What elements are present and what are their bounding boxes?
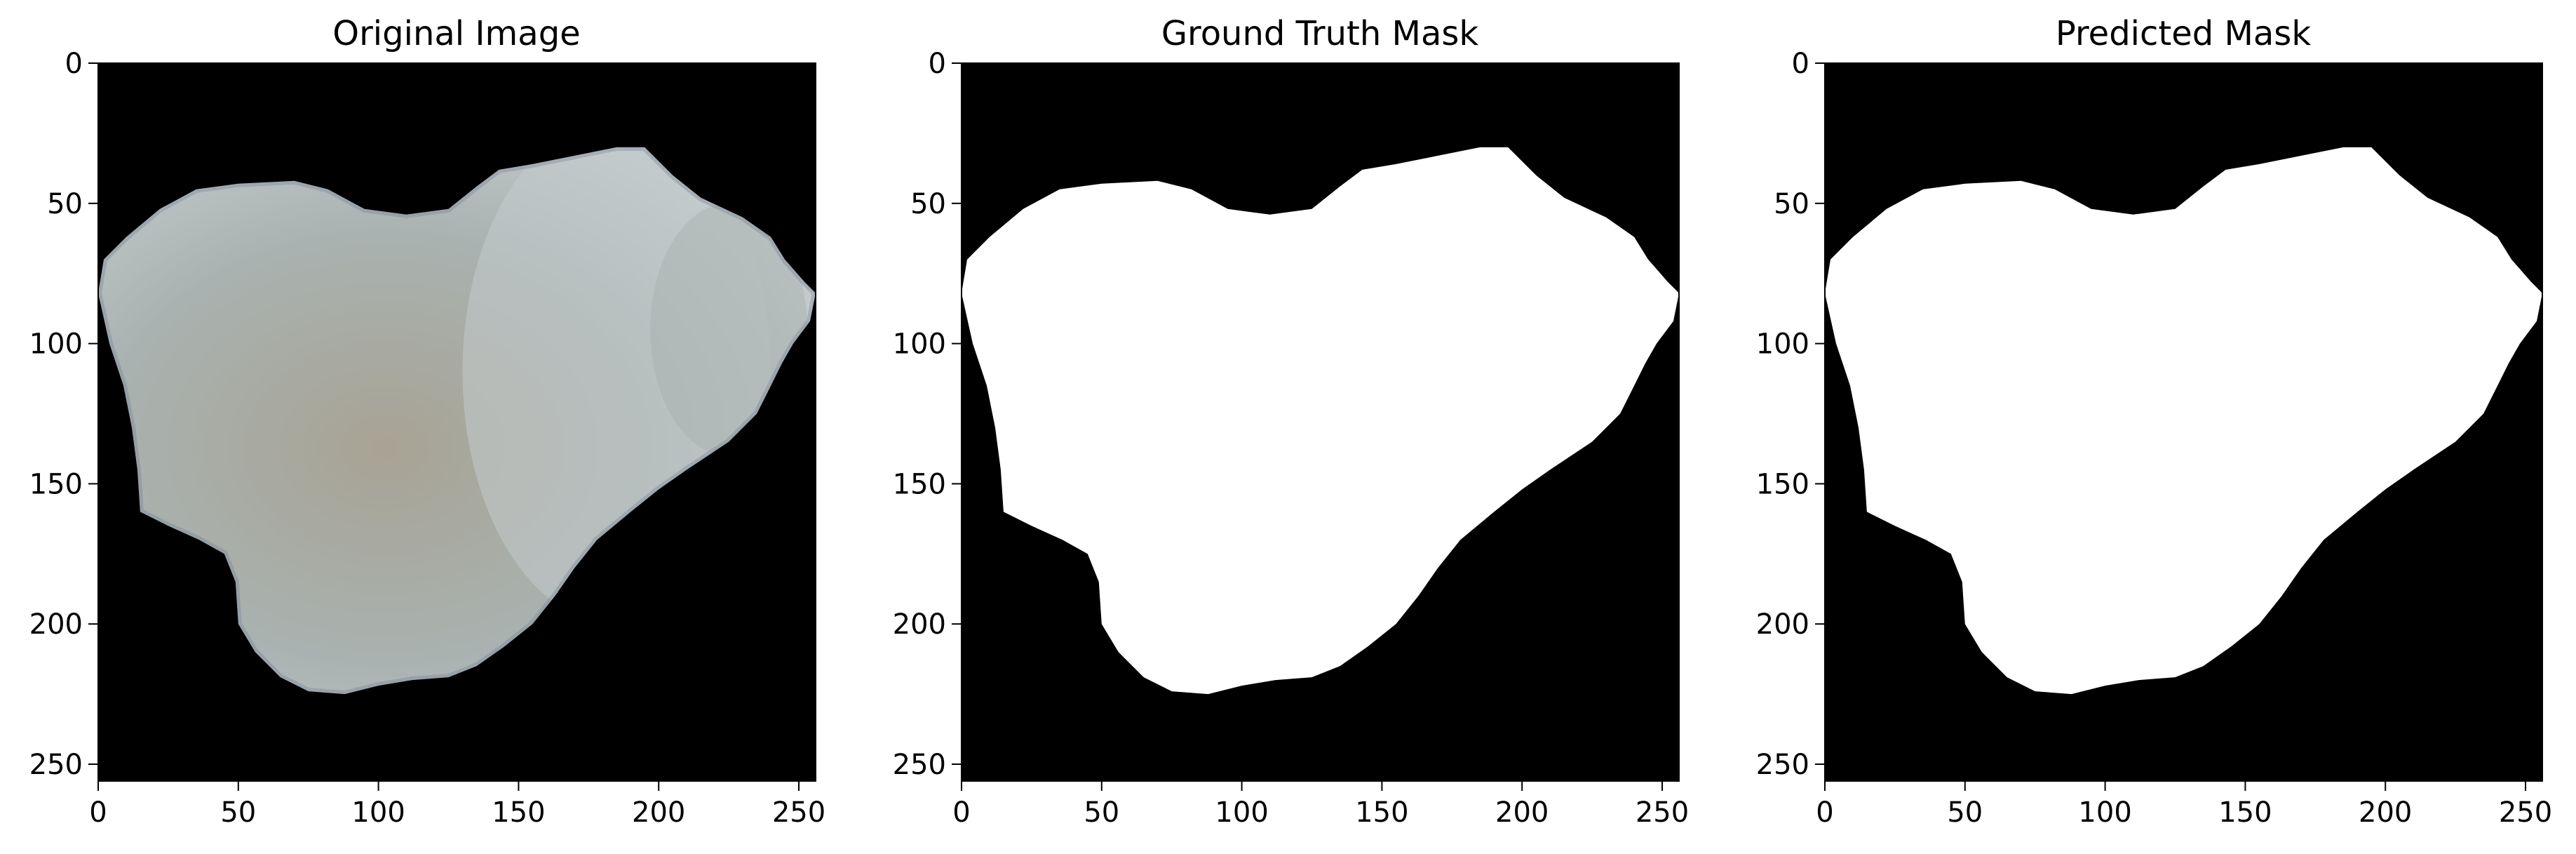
x-tick-label: 150: [492, 796, 545, 829]
x-tick-label: 250: [2499, 796, 2552, 829]
x-tick-label: 100: [1215, 796, 1268, 829]
y-tick-label: 50: [47, 188, 83, 220]
y-tick-label: 100: [29, 328, 83, 361]
y-tick-label: 250: [893, 749, 946, 781]
x-tick-label: 200: [1495, 796, 1549, 829]
x-tick-label: 250: [1636, 796, 1689, 829]
y-tick-label: 100: [1756, 328, 1809, 361]
axes-original: 0 0 50 50 100 100 150 150 200 200 250 250: [29, 48, 826, 829]
y-tick-label: 50: [910, 188, 946, 220]
x-tick-label: 250: [772, 796, 825, 829]
y-tick-label: 250: [29, 749, 83, 781]
axes-predicted: 0 0 50 50 100 100 150 150 200 200 250 250: [1756, 48, 2553, 829]
y-tick-label: 250: [1756, 749, 1809, 781]
y-tick-label: 0: [929, 48, 946, 80]
ground-truth-mask-region: [962, 147, 1679, 695]
axes-ground-truth: 0 0 50 50 100 100 150 150 200 200 250 250: [893, 48, 1690, 829]
x-tick-label: 150: [1355, 796, 1408, 829]
y-tick-label: 200: [1756, 608, 1809, 641]
x-tick-label: 50: [220, 796, 256, 829]
y-tick-label: 150: [1756, 468, 1809, 500]
y-tick-label: 100: [893, 328, 946, 361]
x-tick-label: 100: [2078, 796, 2131, 829]
y-tick-label: 200: [29, 608, 83, 641]
x-tick-label: 100: [351, 796, 405, 829]
x-tick-label: 200: [632, 796, 685, 829]
x-tick-label: 50: [1947, 796, 1983, 829]
x-tick-label: 200: [2359, 796, 2412, 829]
y-tick-label: 0: [65, 48, 83, 80]
y-tick-label: 150: [893, 468, 946, 500]
panel-title-original: Original Image: [332, 14, 581, 53]
y-tick-label: 150: [29, 468, 83, 500]
y-tick-label: 0: [1792, 48, 1809, 80]
predicted-mask-region: [1825, 147, 2542, 695]
y-tick-label: 200: [893, 608, 946, 641]
x-tick-label: 0: [89, 796, 107, 829]
x-tick-label: 50: [1084, 796, 1119, 829]
x-tick-label: 0: [1816, 796, 1833, 829]
panel-title-ground-truth: Ground Truth Mask: [1161, 14, 1479, 53]
x-tick-label: 0: [952, 796, 970, 829]
panel-title-predicted: Predicted Mask: [2055, 14, 2312, 53]
x-tick-label: 150: [2218, 796, 2272, 829]
y-tick-label: 50: [1774, 188, 1809, 220]
